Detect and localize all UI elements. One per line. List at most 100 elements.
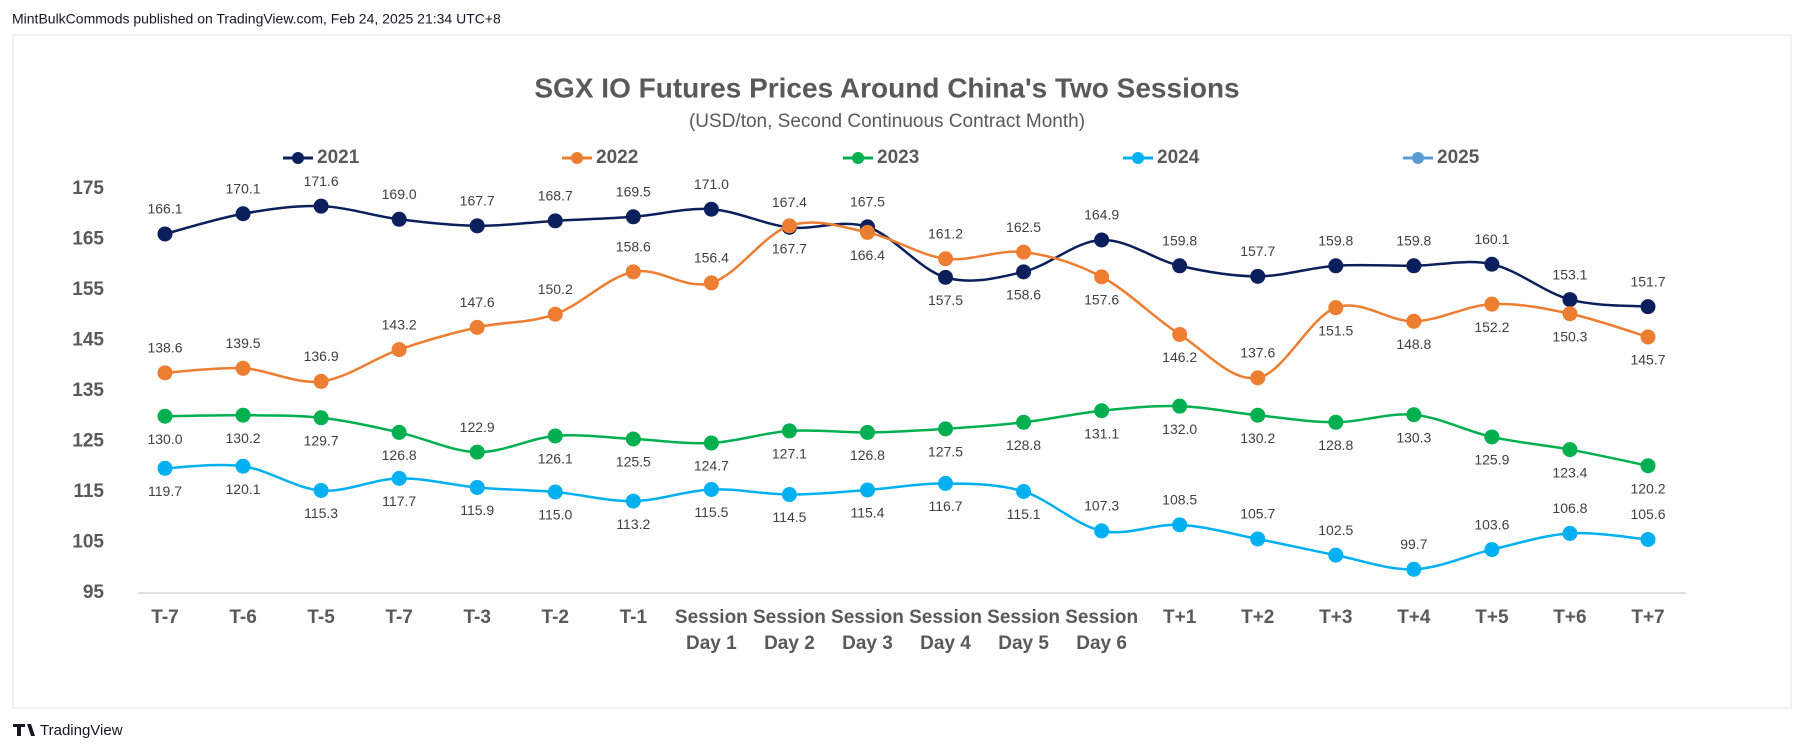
data-label: 107.3 <box>1084 498 1119 514</box>
data-label: 115.3 <box>304 505 338 521</box>
data-point <box>1640 329 1656 345</box>
legend-label: 2021 <box>317 147 360 168</box>
data-label: 161.2 <box>928 225 963 241</box>
data-point <box>547 484 563 500</box>
data-label: 158.6 <box>1006 287 1041 303</box>
legend-label: 2025 <box>1437 147 1480 168</box>
data-label: 158.6 <box>616 239 651 255</box>
legend-label: 2023 <box>877 147 919 168</box>
data-point <box>1172 326 1188 342</box>
y-tick-label: 105 <box>72 532 104 553</box>
legend-marker <box>571 152 583 164</box>
data-point <box>235 360 251 376</box>
data-point <box>1016 244 1032 260</box>
data-label: 157.6 <box>1084 292 1119 308</box>
data-point <box>313 373 329 389</box>
x-tick-label: Session Day 4 <box>909 607 982 654</box>
x-tick-label: Session Day 2 <box>753 607 826 654</box>
data-label: 170.1 <box>226 180 261 196</box>
data-point <box>1484 296 1500 312</box>
data-label: 139.5 <box>226 335 261 351</box>
data-point <box>859 224 875 240</box>
data-label: 145.7 <box>1630 352 1665 368</box>
data-point <box>1172 258 1188 274</box>
data-point <box>235 458 251 474</box>
data-label: 130.0 <box>147 431 182 447</box>
legend-label: 2022 <box>596 147 638 168</box>
data-label: 162.5 <box>1006 219 1041 235</box>
data-label: 113.2 <box>616 516 650 532</box>
data-point <box>1562 442 1578 458</box>
data-label: 99.7 <box>1400 536 1427 552</box>
x-tick-label: T-6 <box>229 607 256 628</box>
data-label: 164.9 <box>1084 207 1119 223</box>
data-label: 159.8 <box>1318 232 1353 248</box>
data-label: 159.8 <box>1396 232 1431 248</box>
data-point <box>1094 403 1110 419</box>
data-point <box>781 423 797 439</box>
chart-frame <box>12 34 1792 709</box>
data-label: 167.5 <box>850 194 885 210</box>
y-tick-label: 145 <box>72 330 104 351</box>
data-point <box>313 198 329 214</box>
data-point <box>235 206 251 222</box>
data-label: 157.5 <box>928 292 963 308</box>
data-point <box>625 264 641 280</box>
data-label: 159.8 <box>1162 232 1197 248</box>
y-tick-label: 155 <box>72 279 104 300</box>
data-label: 166.1 <box>147 201 182 217</box>
data-point <box>703 201 719 217</box>
data-label: 128.8 <box>1006 437 1041 453</box>
data-label: 148.8 <box>1396 336 1431 352</box>
data-point <box>157 226 173 242</box>
x-tick-label: T-5 <box>307 607 335 628</box>
data-label: 115.5 <box>694 504 728 520</box>
legend-marker <box>292 152 304 164</box>
data-point <box>469 444 485 460</box>
y-tick-label: 135 <box>72 380 104 401</box>
data-label: 167.4 <box>772 194 807 210</box>
data-point <box>1640 531 1656 547</box>
data-label: 150.2 <box>538 281 573 297</box>
data-point <box>1328 300 1344 316</box>
data-label: 105.6 <box>1630 506 1665 522</box>
x-tick-label: T+1 <box>1163 607 1197 628</box>
data-label: 156.4 <box>694 250 729 266</box>
brand-logo <box>13 724 35 736</box>
data-point <box>1250 268 1266 284</box>
x-tick-label: Session Day 1 <box>675 607 748 654</box>
data-label: 105.7 <box>1240 506 1275 522</box>
x-tick-label: T-1 <box>620 607 648 628</box>
x-tick-label: Session Day 6 <box>1065 607 1138 654</box>
data-label: 126.8 <box>382 447 417 463</box>
data-point <box>1328 258 1344 274</box>
data-label: 115.0 <box>538 507 572 523</box>
data-point <box>1484 542 1500 558</box>
data-label: 120.1 <box>226 481 261 497</box>
data-point <box>1484 256 1500 272</box>
data-point <box>313 410 329 426</box>
data-label: 168.7 <box>538 188 573 204</box>
data-label: 169.5 <box>616 183 651 199</box>
data-point <box>703 481 719 497</box>
data-label: 130.2 <box>1240 430 1275 446</box>
data-point <box>625 209 641 225</box>
data-point <box>1016 414 1032 430</box>
data-label: 127.1 <box>772 446 807 462</box>
data-label: 143.2 <box>382 316 417 332</box>
data-label: 103.6 <box>1474 516 1509 532</box>
data-point <box>547 428 563 444</box>
data-point <box>781 218 797 234</box>
data-point <box>1328 414 1344 430</box>
data-label: 126.8 <box>850 447 885 463</box>
y-tick-label: 115 <box>73 481 104 502</box>
x-tick-label: T+5 <box>1475 607 1509 628</box>
y-tick-label: 165 <box>72 229 104 250</box>
x-tick-label: T-3 <box>463 607 490 628</box>
data-label: 122.9 <box>460 419 495 435</box>
data-point <box>1640 458 1656 474</box>
data-point <box>1172 517 1188 533</box>
data-label: 127.5 <box>928 444 963 460</box>
data-label: 146.2 <box>1162 349 1197 365</box>
data-label: 167.7 <box>772 241 807 257</box>
